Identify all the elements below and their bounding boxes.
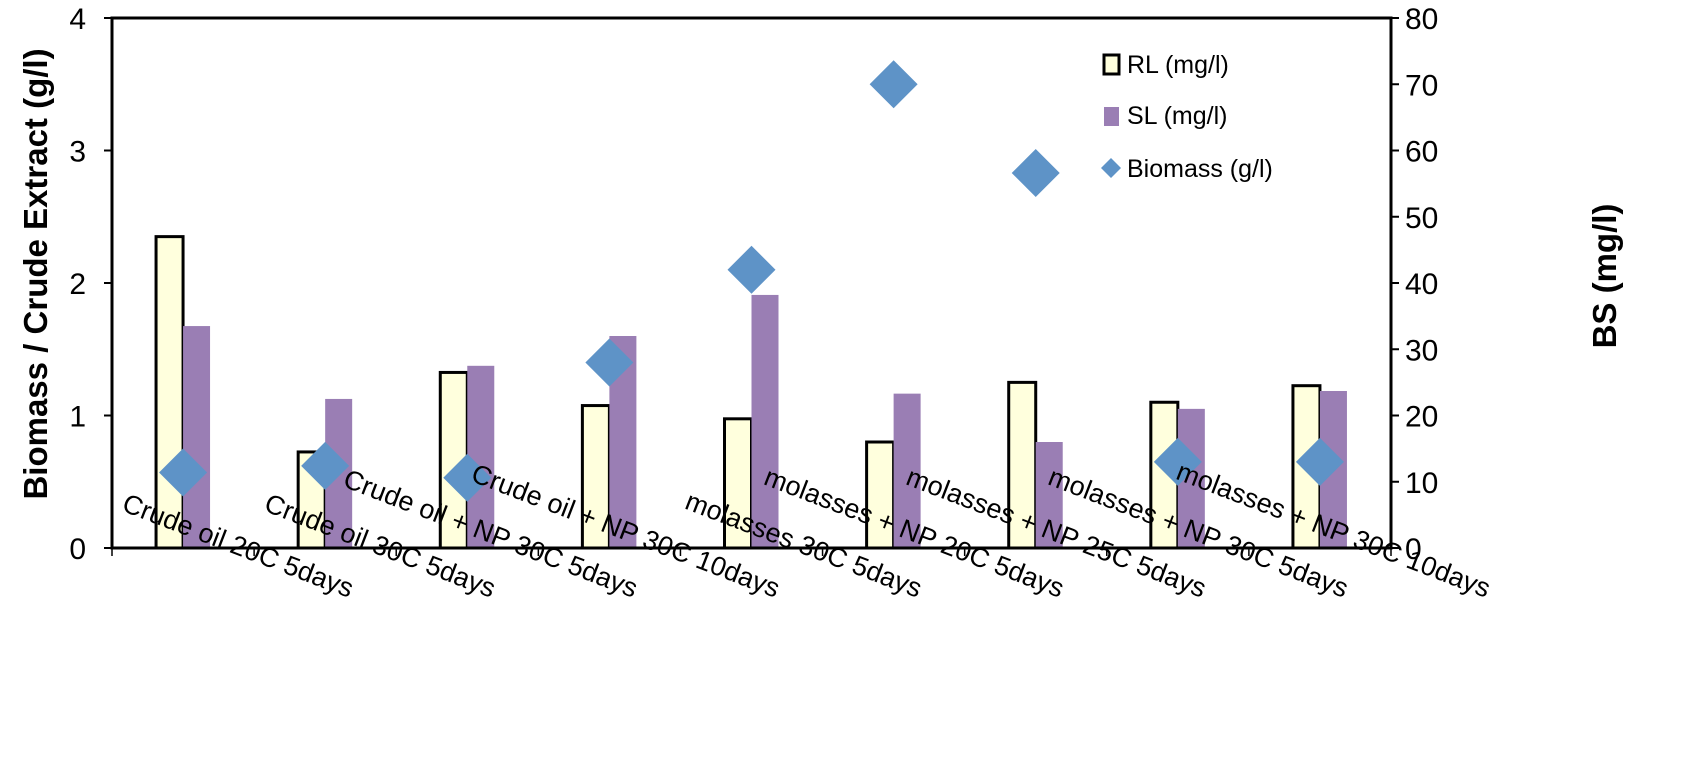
right-tick-label: 50 xyxy=(1405,202,1438,235)
biomass-markers xyxy=(159,60,1344,502)
marker-biomass-1 xyxy=(159,448,208,497)
marker-biomass-6 xyxy=(869,60,918,109)
bar-sl-5 xyxy=(751,294,779,548)
left-tick-label: 4 xyxy=(69,3,86,36)
right-tick-label: 10 xyxy=(1405,467,1438,500)
marker-biomass-2 xyxy=(301,441,350,490)
marker-biomass-9 xyxy=(1295,437,1344,486)
right-tick-label: 0 xyxy=(1405,533,1422,566)
left-tick-label: 3 xyxy=(69,136,86,169)
marker-biomass-5 xyxy=(727,245,776,294)
legend-swatch-sl xyxy=(1104,107,1119,126)
left-tick-label: 2 xyxy=(69,268,86,301)
sl-bars xyxy=(183,294,1347,548)
legend-swatch-rl xyxy=(1102,53,1121,76)
right-tick-label: 80 xyxy=(1405,3,1438,36)
left-tick-label: 1 xyxy=(69,401,86,434)
right-tick-label: 60 xyxy=(1405,136,1438,169)
right-tick-label: 30 xyxy=(1405,334,1438,367)
axes xyxy=(104,16,1399,556)
right-tick-label: 20 xyxy=(1405,401,1438,434)
legend-label-biomass: Biomass (g/l) xyxy=(1127,155,1273,183)
marker-biomass-8 xyxy=(1153,437,1202,486)
right-axis-title: BS (mg/l) xyxy=(1586,204,1623,349)
marker-biomass-7 xyxy=(1011,149,1060,198)
bar-sl-1 xyxy=(183,326,211,548)
bar-sl-6 xyxy=(893,393,921,548)
left-axis-title: Biomass / Crude Extract (g/l) xyxy=(17,48,54,499)
right-tick-labels: 0 10 20 30 40 50 60 70 80 xyxy=(1405,3,1438,566)
right-tick-label: 70 xyxy=(1405,69,1438,102)
left-tick-labels: 0 1 2 3 4 xyxy=(69,3,86,566)
legend: RL (mg/l) SL (mg/l) Biomass (g/l) xyxy=(1101,51,1273,183)
marker-biomass-4 xyxy=(585,338,634,387)
legend-label-sl: SL (mg/l) xyxy=(1127,102,1227,130)
bar-sl-3 xyxy=(467,365,495,548)
bar-sl-7 xyxy=(1035,442,1063,548)
marker-biomass-3 xyxy=(443,453,492,502)
legend-label-rl: RL (mg/l) xyxy=(1127,51,1229,79)
left-tick-label: 0 xyxy=(69,533,86,566)
right-tick-label: 40 xyxy=(1405,268,1438,301)
legend-swatch-biomass xyxy=(1101,158,1121,178)
